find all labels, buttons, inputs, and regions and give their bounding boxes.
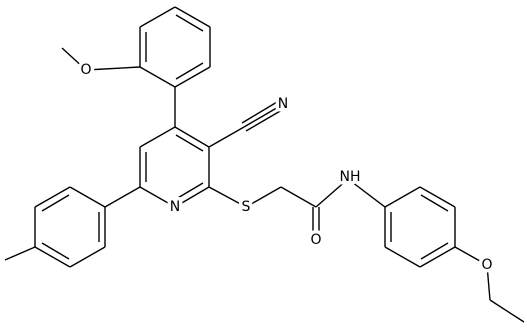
bonds (4, 6, 525, 323)
atom-label: O (310, 232, 321, 248)
atom-label: NH (340, 169, 361, 185)
atom-label: O (481, 257, 492, 273)
atom-label: N (278, 96, 288, 112)
atom-label: O (80, 62, 91, 78)
atom-label: S (242, 199, 251, 215)
atom-label: N (170, 199, 180, 215)
